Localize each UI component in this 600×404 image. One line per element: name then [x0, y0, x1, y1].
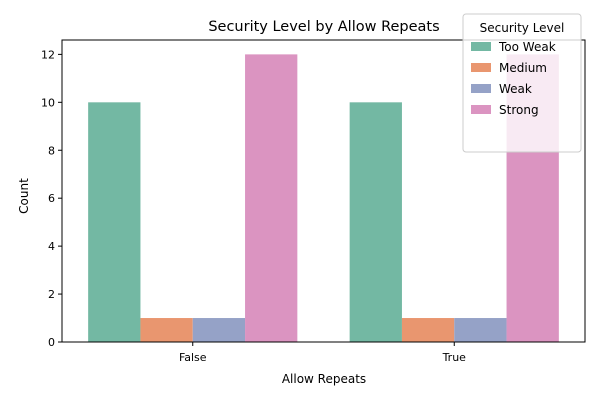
x-tick-label: False	[179, 351, 207, 364]
y-tick-label: 6	[48, 192, 55, 205]
bar-medium-false	[140, 318, 193, 342]
bars-layer	[88, 54, 559, 342]
legend-swatch-medium	[471, 63, 491, 72]
bar-too-weak-false	[88, 102, 141, 342]
y-axis-label: Count	[17, 178, 31, 214]
y-tick-label: 4	[48, 240, 55, 253]
chart-title: Security Level by Allow Repeats	[208, 19, 439, 35]
plot-frame	[61, 39, 586, 343]
y-tick-label: 2	[48, 288, 55, 301]
bar-too-weak-true	[349, 102, 402, 342]
legend-frame	[462, 13, 582, 153]
bar-weak-false	[192, 318, 246, 342]
x-axis-label: Allow Repeats	[282, 372, 366, 386]
bar-weak-true	[454, 318, 507, 342]
y-tick-label: 10	[41, 96, 55, 109]
legend-label-weak: Weak	[499, 82, 532, 96]
legend-items: Too Weak Medium Weak Strong	[471, 40, 556, 117]
axes-layer: 0 2 4 6 8 10 12 False True	[41, 39, 586, 364]
y-tick-label: 12	[41, 48, 55, 61]
legend-label-medium: Medium	[499, 61, 547, 75]
x-tick-label: True	[442, 351, 467, 364]
y-tick-label: 0	[48, 336, 55, 349]
legend-label-too-weak: Too Weak	[498, 40, 556, 54]
legend-swatch-too-weak	[471, 42, 491, 51]
legend-swatch-strong	[471, 105, 491, 114]
legend-swatch-weak	[471, 84, 491, 93]
legend-title: Security Level	[480, 21, 565, 35]
y-tick-label: 8	[48, 144, 55, 157]
bar-medium-true	[401, 318, 455, 342]
legend: Security Level Too Weak Medium Weak Strong	[462, 13, 582, 153]
legend-label-strong: Strong	[499, 103, 539, 117]
bar-strong-false	[245, 54, 298, 342]
